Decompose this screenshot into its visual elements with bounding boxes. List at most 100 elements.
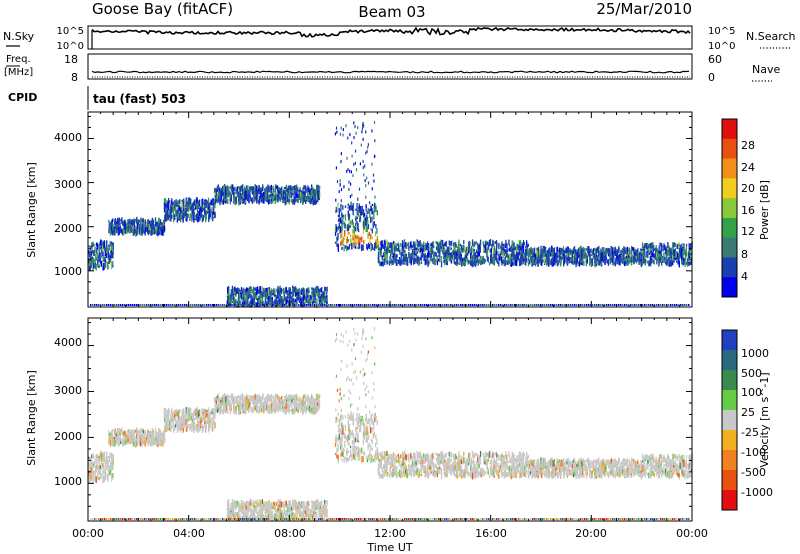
power-cell [605, 256, 607, 260]
power-cell [156, 229, 158, 233]
power-cell [467, 259, 469, 265]
velocity-cell [110, 443, 112, 446]
power-cell [600, 304, 602, 306]
power-cell [391, 242, 393, 250]
power-cell [198, 216, 200, 222]
power-cell [414, 248, 416, 253]
power-cell [336, 304, 338, 306]
power-cell [164, 205, 166, 210]
power-cell [234, 304, 236, 306]
power-cell [606, 249, 608, 253]
power-cell [220, 190, 222, 195]
power-cell [90, 247, 92, 252]
power-cell [99, 253, 101, 258]
power-cell [421, 252, 423, 258]
power-cell [575, 249, 577, 256]
power-cell [204, 211, 206, 214]
power-cell [265, 297, 267, 300]
power-cell [402, 249, 405, 253]
velocity-cell [96, 459, 98, 466]
power-cell [124, 304, 126, 306]
power-cell [216, 198, 219, 204]
power-cell [446, 261, 448, 266]
power-cell [466, 246, 469, 254]
power-cell [622, 304, 624, 306]
power-cell [273, 300, 275, 306]
power-cell [427, 253, 429, 259]
power-cell [302, 193, 304, 197]
power-cell [527, 261, 530, 267]
power-cell [578, 262, 580, 265]
velocity-cell [111, 457, 114, 463]
power-cell [485, 240, 488, 247]
power-cell [139, 230, 141, 234]
power-cell [302, 292, 304, 296]
power-cell [682, 247, 684, 252]
power-cell [436, 241, 438, 245]
power-cell [527, 243, 529, 247]
power-cell [558, 304, 560, 306]
power-cell [88, 254, 91, 258]
power-cell [411, 254, 413, 260]
power-cell [282, 199, 284, 204]
power-cell [388, 247, 390, 254]
power-cell [271, 296, 273, 301]
power-cell [551, 253, 553, 260]
power-cell [166, 199, 169, 202]
power-cell [570, 304, 572, 306]
power-cell [638, 304, 640, 306]
power-cell [604, 304, 606, 306]
power-cell [654, 253, 656, 258]
power-cell [285, 197, 288, 205]
power-cell [324, 297, 326, 300]
power-cell [148, 223, 150, 231]
power-cell [231, 285, 234, 293]
power-cell [514, 259, 517, 266]
power-cell [544, 304, 546, 306]
power-cell [219, 190, 221, 198]
power-cell [120, 229, 123, 232]
power-cell [614, 250, 616, 254]
power-cell [186, 207, 188, 212]
power-cell [282, 191, 284, 195]
power-cell [496, 245, 498, 251]
power-cell [311, 186, 313, 189]
power-cell [365, 226, 367, 232]
power-cell [432, 304, 434, 306]
power-cell [462, 258, 464, 265]
power-cell [601, 252, 604, 258]
power-cell [380, 261, 382, 267]
power-cell [274, 195, 276, 201]
power-cell [230, 304, 232, 306]
power-cell [119, 221, 121, 226]
power-cell [449, 254, 451, 257]
power-cell [653, 254, 655, 258]
velocity-cell [88, 470, 90, 476]
power-cell [336, 236, 338, 243]
velocity-cell [109, 452, 111, 459]
power-cell [133, 230, 135, 236]
power-cell [494, 304, 496, 306]
velocity-cell [112, 435, 114, 442]
power-cell [336, 242, 338, 247]
power-cell [492, 257, 494, 264]
power-cell [408, 304, 410, 306]
power-cell [259, 290, 261, 296]
power-cell [390, 304, 392, 306]
power-cell [263, 287, 265, 291]
power-cell [102, 304, 104, 306]
power-cell [261, 302, 264, 306]
power-cell [290, 185, 292, 191]
power-cell [307, 187, 309, 191]
velocity-cell [113, 431, 116, 436]
power-cell [499, 253, 502, 257]
power-cell [618, 304, 620, 306]
power-cell [205, 202, 207, 208]
power-cell [359, 218, 361, 222]
power-cell [521, 246, 523, 252]
power-cell [670, 304, 672, 306]
power-cell [140, 304, 142, 306]
power-cell [192, 210, 194, 215]
power-cell [92, 249, 94, 254]
power-cell [277, 187, 279, 194]
